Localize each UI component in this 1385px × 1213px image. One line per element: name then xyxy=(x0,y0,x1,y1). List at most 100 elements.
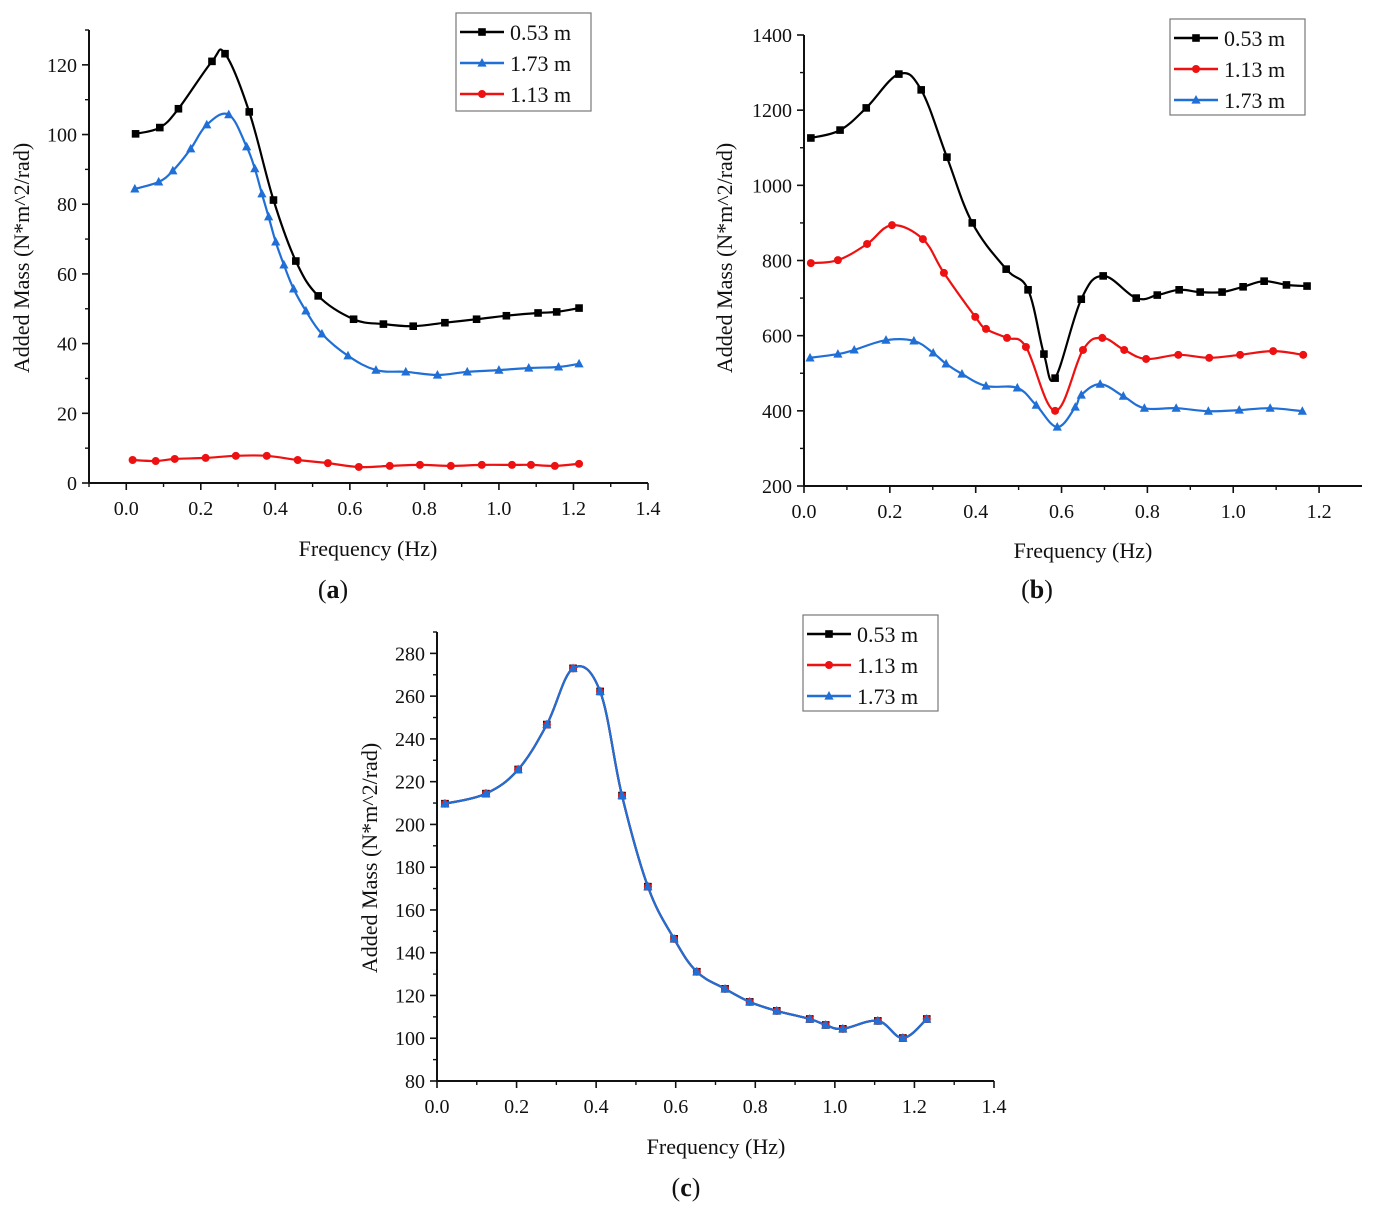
x-tick-label: 0.8 xyxy=(743,1096,768,1118)
x-tick-label: 1.2 xyxy=(902,1096,927,1118)
data-point xyxy=(507,460,516,469)
chart-a-panel-label: (a) xyxy=(318,575,348,604)
y-tick-label: 240 xyxy=(395,729,425,751)
data-point xyxy=(1269,347,1278,356)
data-point xyxy=(939,268,948,277)
data-point xyxy=(446,461,455,470)
data-point xyxy=(257,188,267,198)
data-point xyxy=(477,460,486,469)
data-point xyxy=(151,457,160,466)
legend-marker xyxy=(478,28,486,36)
data-point xyxy=(131,130,140,138)
legend-label: 1.13 m xyxy=(857,653,918,678)
data-point xyxy=(873,1015,883,1025)
y-tick-label: 100 xyxy=(47,125,77,147)
data-point xyxy=(271,236,281,246)
legend-label: 0.53 m xyxy=(1224,26,1285,51)
data-point xyxy=(1174,350,1183,359)
data-point xyxy=(574,358,584,368)
data-point xyxy=(432,369,443,379)
data-point xyxy=(552,308,561,316)
data-point xyxy=(968,219,977,227)
legend-entry: 1.73 m xyxy=(460,51,571,76)
chart-c-legend: 0.53 m 1.13 m 1.73 m xyxy=(802,614,939,712)
chart-b-ylabel: Added Mass (N*m^2/rad) xyxy=(712,143,737,373)
data-point xyxy=(279,259,289,269)
data-point xyxy=(1024,286,1032,294)
chart-panel-b: 0.0 0.2 0.4 0.6 0.8 1.0 1.2 200 400 600 800 1000 120… xyxy=(712,18,1362,604)
legend-marker xyxy=(824,691,834,700)
data-point xyxy=(1040,350,1048,358)
data-point xyxy=(1203,406,1213,415)
data-point xyxy=(462,366,472,376)
data-point xyxy=(245,108,254,116)
data-point xyxy=(415,460,424,469)
x-tick-label: 0.0 xyxy=(425,1096,450,1118)
data-point xyxy=(928,347,938,357)
data-point xyxy=(943,153,951,161)
chart-a-series-1_73m xyxy=(130,109,584,379)
data-point xyxy=(440,798,450,808)
data-point xyxy=(1132,294,1141,302)
data-point xyxy=(221,49,229,58)
series-line xyxy=(809,337,1303,429)
data-point xyxy=(833,349,843,358)
data-point xyxy=(174,104,183,113)
x-tick-label: 0.2 xyxy=(504,1096,529,1118)
data-point xyxy=(971,312,980,321)
data-point xyxy=(1012,382,1022,392)
data-point xyxy=(881,335,891,344)
legend-entry: 1.73 m xyxy=(1174,88,1285,113)
legend-label: 1.13 m xyxy=(510,82,571,107)
y-tick-label: 80 xyxy=(57,194,77,216)
legend-marker xyxy=(1192,65,1200,73)
x-tick-label: 0.0 xyxy=(792,501,817,523)
y-tick-label: 800 xyxy=(762,251,792,273)
legend-label: 1.13 m xyxy=(1224,57,1285,82)
x-tick-label: 0.8 xyxy=(1135,501,1160,523)
chart-a-series-1_13m xyxy=(128,451,584,471)
data-point xyxy=(1031,400,1041,409)
data-point xyxy=(343,350,353,360)
data-point xyxy=(264,211,274,221)
x-tick-label: 0.6 xyxy=(1049,501,1074,523)
data-point xyxy=(250,163,260,173)
chart-b-series-0_53m xyxy=(807,70,1311,382)
legend-label: 0.53 m xyxy=(857,622,918,647)
x-tick-label: 0.8 xyxy=(412,498,437,520)
y-tick-label: 200 xyxy=(762,476,792,498)
data-point xyxy=(224,109,234,119)
y-tick-label: 160 xyxy=(395,900,425,922)
data-point xyxy=(208,57,216,66)
legend-marker xyxy=(825,661,833,669)
data-point xyxy=(371,365,381,374)
data-point xyxy=(1303,282,1311,290)
x-tick-label: 0.2 xyxy=(877,501,902,523)
y-tick-label: 80 xyxy=(405,1071,425,1093)
data-point xyxy=(323,459,332,468)
data-point xyxy=(1175,286,1183,294)
data-point xyxy=(1196,288,1204,296)
data-point xyxy=(1239,283,1247,291)
y-tick-label: 1200 xyxy=(752,100,792,122)
data-point xyxy=(168,165,178,175)
data-point xyxy=(202,119,212,129)
data-point xyxy=(292,257,300,265)
y-tick-label: 140 xyxy=(395,943,425,965)
data-point xyxy=(863,239,872,248)
data-point xyxy=(745,996,755,1006)
data-point xyxy=(242,141,252,151)
x-tick-label: 0.2 xyxy=(188,498,213,520)
legend-entry: 1.13 m xyxy=(807,653,918,678)
data-point xyxy=(669,933,679,943)
data-point xyxy=(806,259,815,268)
data-point xyxy=(524,363,534,372)
data-point xyxy=(909,335,919,345)
data-point xyxy=(1218,288,1226,296)
chart-b-series-1_73m xyxy=(805,335,1307,431)
data-point xyxy=(595,686,605,696)
data-point xyxy=(1002,265,1010,273)
chart-panel-c: 0.0 0.2 0.4 0.6 0.8 1.0 1.2 1.4 80 100 120 140 160 18… xyxy=(357,614,1007,1202)
y-tick-label: 60 xyxy=(57,264,77,286)
